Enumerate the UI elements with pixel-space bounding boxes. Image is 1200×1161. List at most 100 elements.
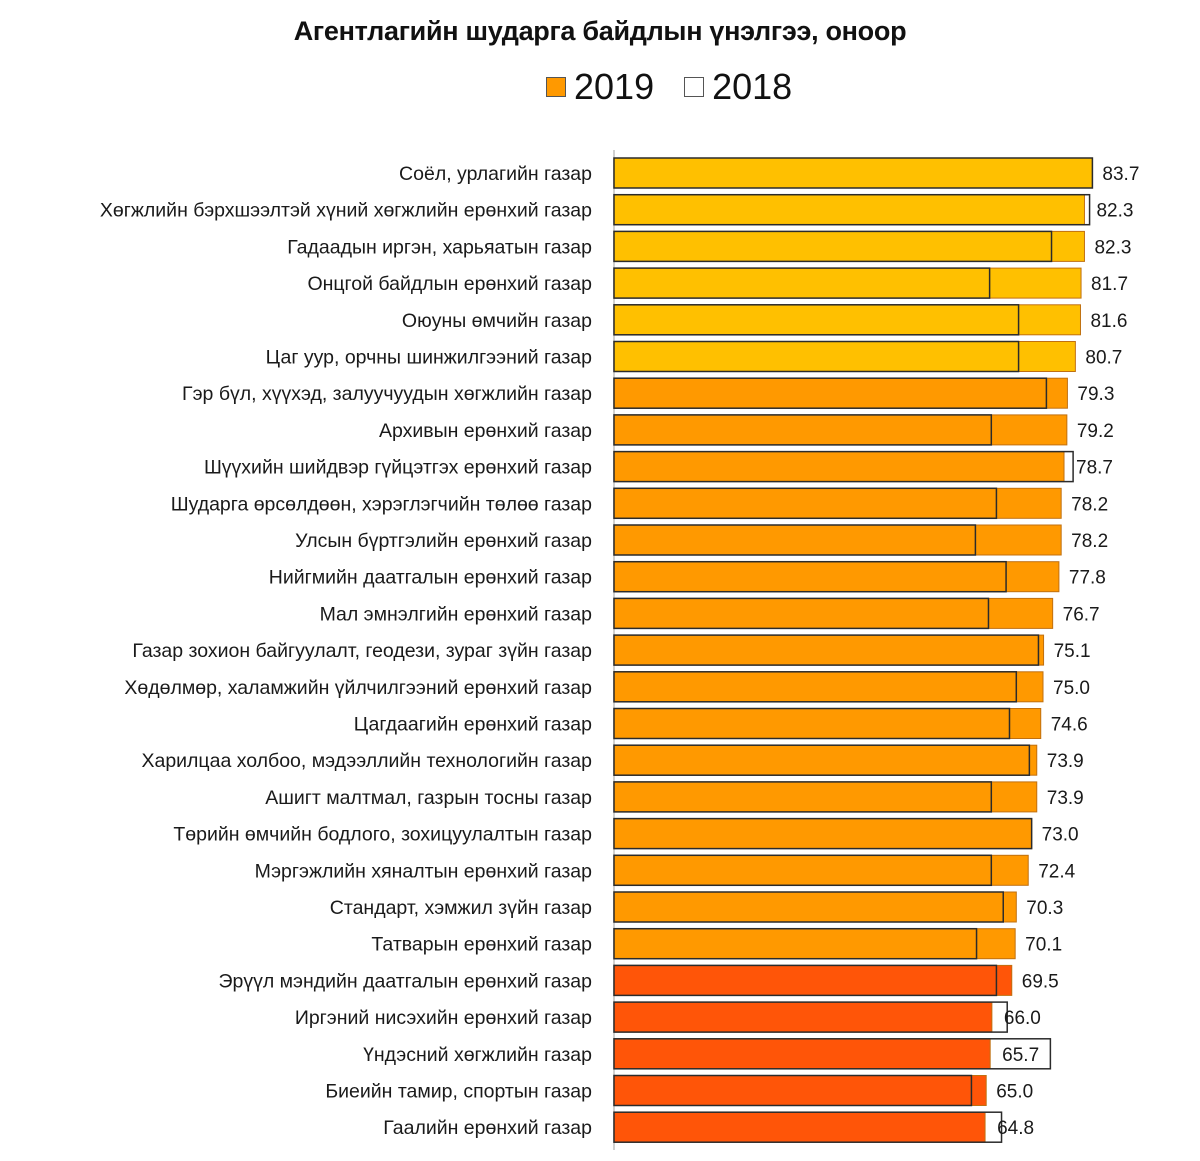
bar-2018-outline [613, 597, 990, 630]
chart-title: Агентлагийн шударга байдлын үнэлгээ, оно… [293, 16, 907, 46]
bar-2018-outline [613, 340, 1020, 373]
category-label: Нийгмийн даатгалын ерөнхий газар [269, 567, 592, 589]
category-label: Цаг уур, орчны шинжилгээний газар [266, 347, 593, 369]
value-label: 75.1 [1054, 641, 1091, 662]
bar-2018-outline [613, 891, 1004, 923]
bar-2018-outline [613, 304, 1020, 336]
category-label: Татварын ерөнхий газар [371, 934, 592, 956]
bar-2019 [613, 854, 1029, 886]
value-label: 76.7 [1063, 604, 1100, 625]
category-label: Архивын ерөнхий газар [379, 420, 592, 442]
bar-2019 [613, 891, 1017, 923]
bar-2018-outline [613, 193, 1091, 226]
bar-2019 [613, 487, 1062, 519]
bar-2019 [613, 1111, 986, 1143]
bar-2018-outline [613, 927, 978, 960]
value-label: 65.7 [1002, 1045, 1039, 1066]
category-label: Стандарт, хэмжил зүйн газар [330, 897, 592, 919]
category-label: Гаалийн ерөнхий газар [383, 1117, 592, 1139]
bar-2019 [613, 267, 1082, 299]
bar-2019 [613, 377, 1068, 409]
category-label: Газар зохион байгуулалт, геодези, зураг … [132, 640, 592, 662]
legend-label-2019: 2019 [574, 66, 655, 107]
bar-2019 [613, 744, 1038, 776]
value-label: 81.7 [1091, 274, 1128, 295]
value-label: 79.3 [1077, 384, 1114, 405]
value-label: 75.0 [1053, 678, 1090, 699]
category-label: Үндэсний хөгжлийн газар [363, 1044, 592, 1066]
category-label: Ашигт малтмал, газрын тосны газар [265, 787, 592, 809]
category-label: Шүүхийн шийдвэр гүйцэтгэх ерөнхий газар [204, 457, 592, 479]
legend-swatch-filled-icon [546, 77, 566, 97]
bar-2019 [613, 414, 1068, 446]
category-label: Соёл, урлагийн газар [399, 163, 592, 185]
category-label: Гадаадын иргэн, харьяатын газар [287, 236, 592, 258]
value-label: 77.8 [1069, 568, 1106, 589]
bar-2018-outline [613, 854, 993, 887]
value-label: 65.0 [996, 1082, 1033, 1103]
bar-2018-outline [613, 414, 993, 446]
bar-2018-outline [613, 671, 1018, 703]
bar-2019 [613, 928, 1016, 960]
bar-2019 [613, 1075, 987, 1106]
bar-2019 [613, 230, 1085, 262]
value-label: 73.9 [1047, 751, 1084, 772]
chart-legend: 2019 2018 [546, 66, 822, 108]
value-label: 73.0 [1042, 825, 1079, 846]
bar-2019 [613, 708, 1042, 739]
category-label: Биеийн тамир, спортын газар [325, 1081, 592, 1103]
legend-item-2018: 2018 [684, 66, 792, 108]
bar-2018-outline [613, 634, 1040, 666]
value-label: 73.9 [1047, 788, 1084, 809]
bar-2019 [613, 964, 1013, 996]
value-label: 78.2 [1071, 494, 1108, 515]
bar-2019 [613, 1038, 991, 1070]
value-label: 70.3 [1026, 898, 1063, 919]
bar-2018-outline [613, 230, 1053, 263]
legend-label-2018: 2018 [712, 66, 793, 107]
category-label: Гэр бүл, хүүхэд, залуучуудын хөгжлийн га… [182, 383, 592, 405]
bar-2019 [613, 341, 1076, 372]
category-label: Хөгжлийн бэрхшээлтэй хүний хөгжлийн ерөн… [100, 200, 592, 222]
category-label: Харилцаа холбоо, мэдээллийн технологийн … [141, 750, 592, 772]
bar-2019 [613, 304, 1081, 336]
category-label: Хөдөлмөр, халамжийн үйлчилгээний ерөнхий… [124, 677, 592, 699]
bar-2019 [613, 597, 1054, 629]
category-label: Онцгой байдлын ерөнхий газар [307, 273, 592, 295]
category-label: Оюуны өмчийн газар [402, 310, 592, 332]
category-labels: Соёл, урлагийн газар Хөгжлийн бэрхшээлтэй… [100, 163, 592, 1139]
value-label: 69.5 [1022, 971, 1059, 992]
legend-item-2019: 2019 [546, 66, 654, 108]
bar-2018-outline [613, 1001, 1008, 1033]
bar-2019 [613, 561, 1060, 593]
bar-2018-outline [613, 1111, 1003, 1143]
bar-2019 [613, 524, 1062, 556]
value-label: 81.6 [1090, 311, 1127, 332]
value-label: 80.7 [1085, 348, 1122, 369]
value-label: 66.0 [1004, 1008, 1041, 1029]
bar-2018-outline [613, 964, 998, 997]
bar-2019 [613, 781, 1038, 813]
bar-2018-outline [613, 524, 977, 556]
category-label: Төрийн өмчийн бодлого, зохицуулалтын газ… [173, 824, 592, 846]
bars [613, 157, 1094, 1143]
bar-2019 [613, 1001, 993, 1033]
bar-2018-outline [613, 781, 993, 813]
category-label: Шударга өрсөлдөөн, хэрэглэгчийн төлөө га… [171, 493, 592, 515]
value-label: 78.2 [1071, 531, 1108, 552]
value-label: 64.8 [997, 1118, 1034, 1139]
bar-2019 [613, 818, 1033, 850]
category-label: Мэргэжлийн хяналтын ерөнхий газар [255, 860, 593, 882]
value-label: 83.7 [1102, 164, 1139, 185]
value-label: 72.4 [1038, 861, 1075, 882]
bar-2018-outline [613, 450, 1074, 483]
bar-2018-outline [613, 1038, 1052, 1070]
value-labels: 83.7 82.3 82.3 81.7 81.6 80.7 79.3 79.2 78.7 78.2… [996, 164, 1139, 1139]
value-label: 70.1 [1025, 935, 1062, 956]
category-label: Улсын бүртгэлийн ерөнхий газар [295, 530, 592, 552]
bar-2019 [613, 634, 1045, 666]
bar-2018-outline [613, 157, 1094, 189]
bar-2018-outline [613, 1074, 973, 1107]
bar-2018-outline [613, 377, 1048, 409]
